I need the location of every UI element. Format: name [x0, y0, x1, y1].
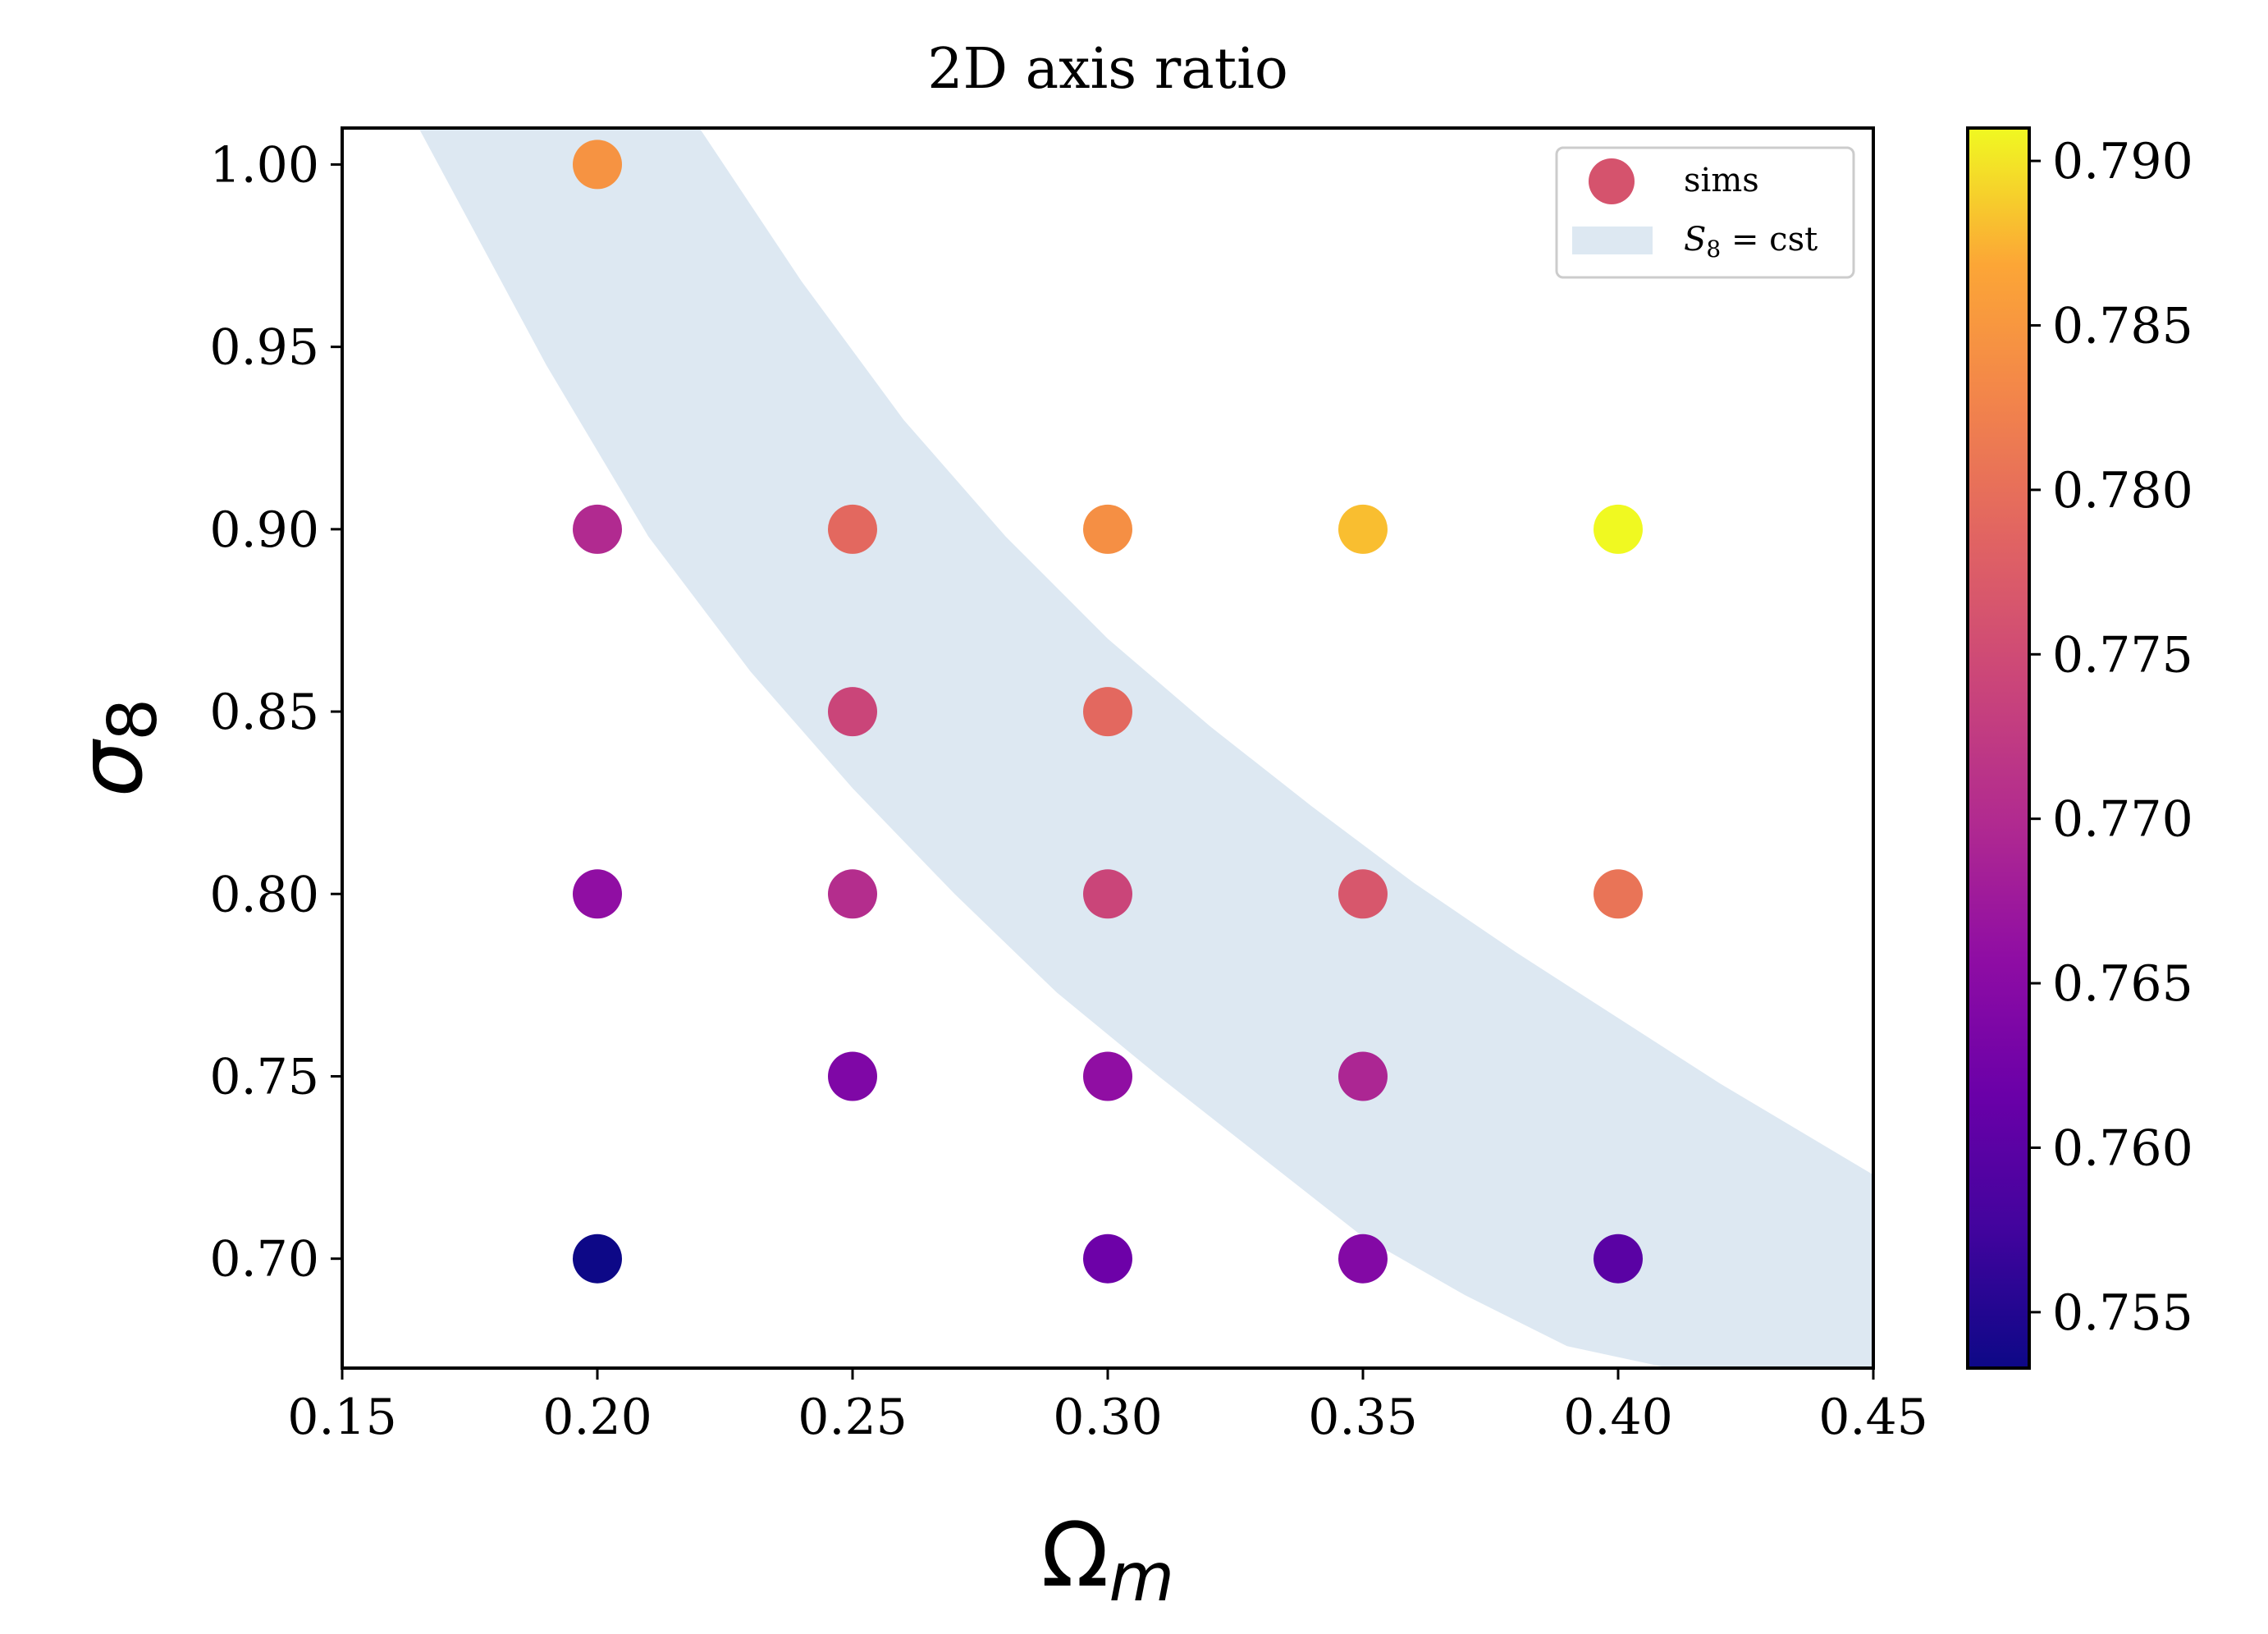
sim-point [828, 1051, 877, 1101]
plot-area [341, 126, 1875, 1370]
x-axis: 0.15 0.20 0.25 0.30 0.35 0.40 0.45 [287, 1368, 1928, 1446]
y-axis: 0.70 0.75 0.80 0.85 0.90 0.95 1.00 [209, 136, 342, 1288]
colorbar-tick-label: 0.780 [2052, 462, 2193, 519]
sim-point [1083, 1234, 1132, 1284]
sim-point [1594, 1234, 1643, 1284]
sim-point [828, 869, 877, 919]
colorbar-tick-label: 0.765 [2052, 955, 2193, 1013]
colorbar-tick-label: 0.775 [2052, 626, 2193, 684]
sim-point [1338, 504, 1388, 554]
s8-constant-band [418, 128, 1873, 1368]
sim-point [1083, 869, 1132, 919]
colorbar-tick-label: 0.755 [2052, 1284, 2193, 1342]
chart-title: 2D axis ratio [927, 37, 1288, 102]
y-axis-label: σ8 [60, 698, 172, 798]
colorbar-tick-label: 0.770 [2052, 791, 2193, 849]
sim-point [1338, 1051, 1388, 1101]
y-tick-label: 0.70 [209, 1231, 319, 1288]
legend-label-s8: S8 = cst [1684, 221, 1818, 263]
sim-point [573, 504, 622, 554]
legend-marker-sims [1589, 158, 1635, 204]
y-tick-label: 0.95 [209, 319, 319, 377]
sim-point [1083, 1051, 1132, 1101]
y-tick-label: 0.90 [209, 501, 319, 559]
sim-point [1338, 1234, 1388, 1284]
legend-label-sims: sims [1684, 162, 1759, 199]
colorbar-tick-label: 0.760 [2052, 1119, 2193, 1177]
x-tick-label: 0.40 [1563, 1389, 1673, 1446]
x-tick-label: 0.30 [1053, 1389, 1163, 1446]
y-tick-label: 0.85 [209, 684, 319, 741]
sim-point [828, 504, 877, 554]
colorbar-tick-label: 0.785 [2052, 297, 2193, 355]
sim-point [1594, 504, 1643, 554]
sim-point [573, 140, 622, 190]
sim-point [828, 687, 877, 737]
colorbar-ticks: 0.755 0.760 0.765 0.770 0.775 0.780 0.785 0.790 [2029, 133, 2193, 1342]
sim-point [1338, 869, 1388, 919]
y-tick-label: 0.80 [209, 866, 319, 923]
x-tick-label: 0.25 [798, 1389, 908, 1446]
x-tick-label: 0.15 [287, 1389, 397, 1446]
colorbar: 0.755 0.760 0.765 0.770 0.775 0.780 0.785 0.790 [1966, 126, 2193, 1370]
sim-point [1083, 504, 1132, 554]
sims-points [573, 140, 1643, 1284]
sim-point [1594, 869, 1643, 919]
y-tick-label: 0.75 [209, 1048, 319, 1105]
sim-point [1083, 687, 1132, 737]
sim-point [573, 1234, 622, 1284]
x-axis-label: Ωm [1041, 1504, 1174, 1617]
colorbar-gradient [1966, 126, 2031, 1370]
x-tick-label: 0.20 [542, 1389, 652, 1446]
sim-point [573, 869, 622, 919]
colorbar-tick-label: 0.790 [2052, 133, 2193, 190]
x-tick-label: 0.35 [1308, 1389, 1418, 1446]
legend-patch-s8 [1572, 227, 1653, 254]
legend: sims S8 = cst [1555, 146, 1855, 279]
x-tick-label: 0.45 [1818, 1389, 1928, 1446]
y-tick-label: 1.00 [209, 136, 319, 194]
